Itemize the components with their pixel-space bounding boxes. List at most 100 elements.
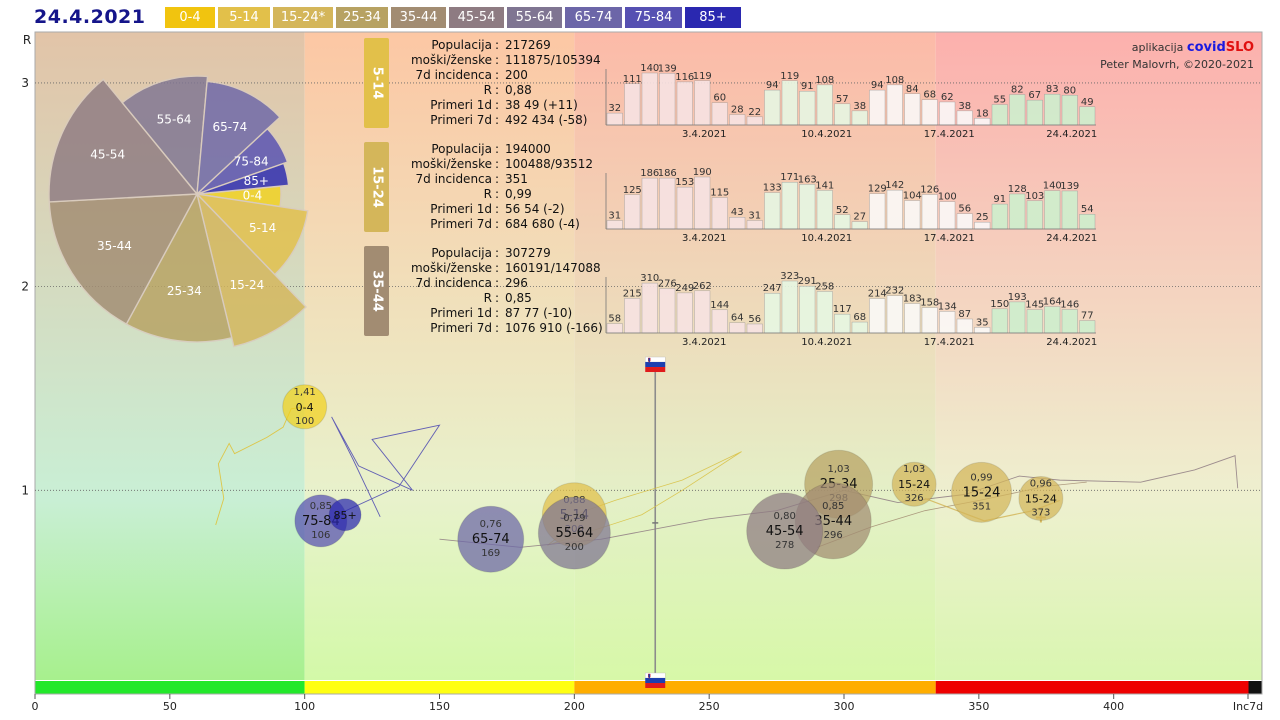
mini-bar-label: 68	[853, 312, 866, 323]
mini-bar	[991, 203, 1008, 230]
mini-bar	[1009, 193, 1026, 230]
mini-bar	[1079, 106, 1096, 126]
pie-slice	[195, 192, 309, 276]
mini-bar-label: 158	[920, 298, 939, 309]
bubble-inc-label: 200	[565, 542, 584, 553]
mini-bar	[834, 214, 851, 230]
mini-bar-label: 214	[868, 289, 887, 300]
stat-label: 7d incidenca	[415, 276, 493, 290]
stat-colon: :	[495, 83, 500, 97]
stat-row: 7d incidenca:351	[370, 172, 593, 187]
x-tick-label: 50	[163, 700, 177, 713]
stat-colon: :	[495, 187, 500, 201]
mini-bar-label: 171	[780, 172, 799, 183]
stat-colon: :	[495, 261, 500, 275]
stat-label: Primeri 7d	[430, 217, 492, 231]
stat-label: Primeri 1d	[430, 98, 492, 112]
mini-bar-label: 100	[938, 192, 957, 203]
stat-row: R:0,85	[370, 291, 603, 306]
mini-bar	[1079, 320, 1096, 334]
mini-bar-label: 60	[713, 93, 726, 104]
group-band-35-44: 35-44	[364, 246, 389, 336]
bubble-group-label: 0-4	[296, 401, 314, 414]
mini-date-label: 17.4.2021	[924, 233, 975, 244]
mini-bar	[1061, 95, 1078, 126]
mini-bar	[939, 311, 956, 334]
mini-bar-label: 116	[675, 72, 694, 83]
mini-bar-label: 232	[885, 286, 904, 297]
mini-bar	[659, 73, 676, 126]
pie-label: 75-84	[234, 154, 269, 168]
mini-bar	[956, 110, 973, 126]
mini-bar	[729, 322, 746, 334]
bubble-r-label: 1,03	[827, 464, 849, 475]
mini-bar	[851, 110, 868, 126]
bubble-circle	[951, 461, 1013, 523]
mini-bar-label: 134	[938, 301, 957, 312]
stat-label: Populacija	[431, 246, 492, 260]
mini-bar	[1009, 301, 1026, 334]
stat-row: Primeri 7d:684 680 (-4)	[370, 217, 593, 232]
mini-bar-label: 117	[833, 304, 852, 315]
x-axis-label: Inc7d	[1233, 700, 1263, 713]
stat-value: 38 49 (+11)	[505, 98, 578, 112]
mini-bar-label: 82	[1011, 85, 1024, 96]
mini-bar	[974, 221, 991, 230]
mini-bar	[694, 290, 711, 334]
bubble-r-label: 0,85	[822, 501, 844, 512]
slovenia-flag-icon	[645, 356, 666, 373]
bubble-group-label: 85+	[334, 509, 357, 522]
stat-row: moški/ženske:100488/93512	[370, 157, 593, 172]
pie-label: 65-74	[212, 120, 247, 134]
mini-bar	[606, 220, 623, 230]
mini-bar	[694, 80, 711, 126]
mini-bar-label: 153	[675, 177, 694, 188]
stat-value: 0,99	[505, 187, 532, 201]
mini-bar-label: 55	[993, 95, 1006, 106]
mini-bar-label: 67	[1028, 90, 1041, 101]
mini-bar-label: 128	[1008, 184, 1027, 195]
mini-bar-label: 25	[976, 212, 989, 223]
bubble-r-label: 1,41	[294, 387, 316, 398]
pie-slice	[125, 192, 233, 343]
bubble-circle	[1018, 475, 1064, 521]
stat-colon: :	[495, 246, 500, 260]
pie-label: 0-4	[243, 189, 263, 203]
legend-chip-55-64: 55-64	[507, 7, 562, 28]
mini-bar-label: 193	[1008, 292, 1027, 303]
mini-bar-label: 115	[710, 188, 729, 199]
mini-bar-label: 57	[836, 94, 849, 105]
mini-bar	[729, 217, 746, 230]
stat-value: 351	[505, 172, 528, 186]
group-stats: Populacija:307279 moški/ženske:160191/147…	[370, 246, 603, 336]
group-band-15-24: 15-24	[364, 142, 389, 232]
x-tick-label: 350	[968, 700, 989, 713]
stat-row: Primeri 7d:1076 910 (-166)	[370, 321, 602, 336]
mini-bar	[1061, 309, 1078, 334]
bubble-circle	[457, 505, 525, 573]
mini-bar-label: 54	[1081, 204, 1094, 215]
bubble-inc-label: 106	[311, 530, 330, 541]
mini-bar	[624, 194, 641, 230]
mini-bar-label: 64	[731, 313, 744, 324]
stat-value: 194000	[505, 142, 551, 156]
x-tick-label: 0	[32, 700, 39, 713]
stat-colon: :	[495, 98, 500, 112]
stat-label: Primeri 7d	[430, 321, 492, 335]
bubble-inc-label: 169	[481, 548, 500, 559]
mini-bar-label: 108	[885, 75, 904, 86]
mini-bar-label: 140	[1043, 181, 1062, 192]
legend-chip-5-14: 5-14	[218, 7, 270, 28]
stat-value: 56 54 (-2)	[505, 202, 565, 216]
bubble-group-label: 15-24	[963, 485, 1001, 500]
mini-bar	[694, 176, 711, 230]
stat-colon: :	[495, 217, 500, 231]
bubble-r-label: 0,76	[480, 519, 502, 530]
mini-bar	[799, 90, 816, 126]
mini-bar-label: 27	[853, 212, 866, 223]
stat-label: Primeri 1d	[430, 306, 492, 320]
mini-bar	[799, 285, 816, 334]
